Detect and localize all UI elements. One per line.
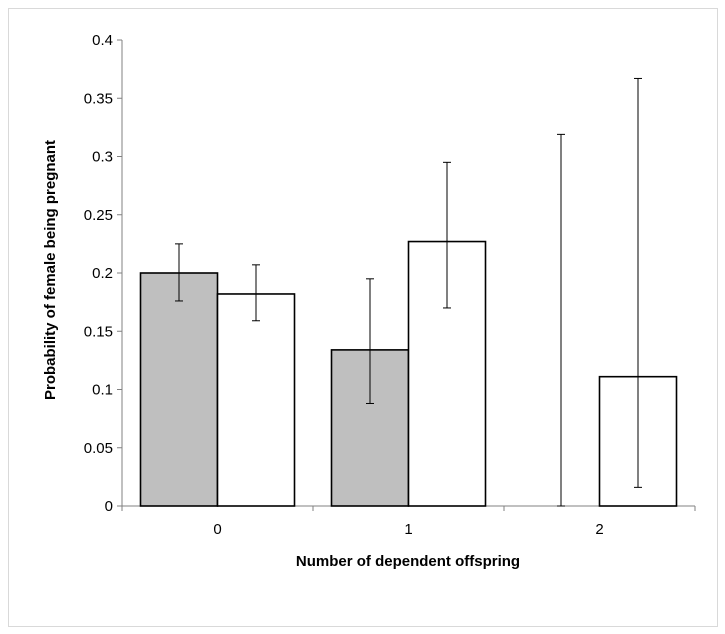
error-bars — [175, 77, 642, 507]
bars — [139, 240, 678, 507]
chart-frame — [8, 8, 718, 627]
bar — [139, 272, 219, 507]
y-tick-label: 0.3 — [92, 149, 113, 166]
x-tick-label: 2 — [595, 521, 603, 538]
x-tick-label: 0 — [213, 521, 221, 538]
y-tick-label: 0.15 — [84, 323, 113, 340]
x-tick-label: 1 — [404, 521, 412, 538]
y-axis: 0 0.05 0.1 0.15 0.2 0.25 0.3 0.35 0.4 — [84, 32, 123, 515]
y-tick-label: 0.25 — [84, 207, 113, 224]
x-axis-title: Number of dependent offspring — [296, 553, 520, 570]
bar — [216, 293, 296, 507]
y-tick-label: 0.2 — [92, 265, 113, 282]
y-tick-label: 0.4 — [92, 32, 113, 49]
x-axis: 0 1 2 — [121, 505, 696, 538]
y-axis-title: Probability of female being pregnant — [42, 140, 59, 400]
y-tick-label: 0.35 — [84, 90, 113, 107]
y-tick-label: 0.1 — [92, 382, 113, 399]
y-tick-label: 0 — [105, 498, 113, 515]
y-tick-label: 0.05 — [84, 440, 113, 457]
